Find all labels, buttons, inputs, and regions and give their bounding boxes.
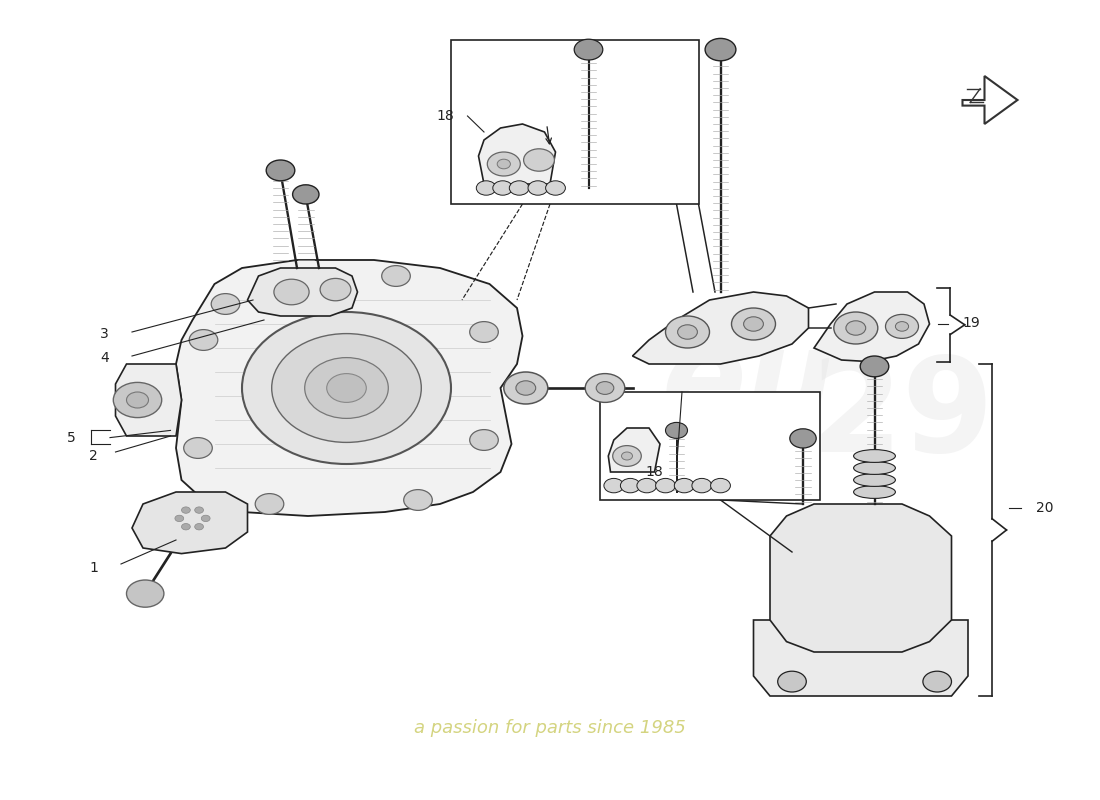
Circle shape [528, 181, 548, 195]
Circle shape [923, 671, 952, 692]
Circle shape [182, 507, 190, 514]
Text: 5: 5 [67, 430, 76, 445]
Circle shape [846, 321, 866, 335]
Circle shape [895, 322, 909, 331]
Text: 18: 18 [646, 465, 663, 479]
Circle shape [678, 325, 697, 339]
Circle shape [546, 181, 565, 195]
Circle shape [886, 314, 918, 338]
Ellipse shape [854, 474, 895, 486]
Text: 2: 2 [89, 449, 98, 463]
Circle shape [184, 438, 212, 458]
Circle shape [476, 181, 496, 195]
Polygon shape [608, 428, 660, 472]
Circle shape [674, 478, 694, 493]
Circle shape [195, 507, 204, 514]
Circle shape [293, 185, 319, 204]
Circle shape [242, 312, 451, 464]
Circle shape [487, 152, 520, 176]
Bar [451, 40, 698, 204]
Circle shape [621, 452, 632, 460]
Circle shape [711, 478, 730, 493]
Text: eu: eu [661, 323, 835, 445]
Circle shape [266, 160, 295, 181]
Circle shape [504, 372, 548, 404]
Circle shape [516, 381, 536, 395]
Ellipse shape [854, 462, 895, 474]
Circle shape [320, 278, 351, 301]
Circle shape [201, 515, 210, 522]
Circle shape [524, 149, 554, 171]
Circle shape [175, 515, 184, 522]
Text: 19: 19 [962, 316, 980, 330]
Circle shape [666, 316, 710, 348]
Polygon shape [478, 124, 556, 184]
Text: 29: 29 [810, 353, 994, 479]
Circle shape [604, 478, 624, 493]
Polygon shape [248, 268, 358, 316]
Circle shape [470, 322, 498, 342]
Circle shape [620, 478, 640, 493]
Circle shape [404, 490, 432, 510]
Text: 1: 1 [89, 561, 98, 575]
Circle shape [382, 266, 410, 286]
Circle shape [692, 478, 712, 493]
Circle shape [126, 580, 164, 607]
Circle shape [705, 38, 736, 61]
Text: 4: 4 [100, 351, 109, 366]
Polygon shape [814, 292, 930, 362]
Circle shape [255, 494, 284, 514]
Circle shape [274, 279, 309, 305]
Circle shape [596, 382, 614, 394]
Ellipse shape [854, 486, 895, 498]
Circle shape [732, 308, 775, 340]
Polygon shape [116, 364, 182, 436]
Circle shape [327, 374, 366, 402]
Ellipse shape [854, 450, 895, 462]
Polygon shape [770, 504, 952, 652]
Circle shape [834, 312, 878, 344]
Circle shape [509, 181, 529, 195]
Circle shape [126, 392, 148, 408]
Text: a passion for parts since 1985: a passion for parts since 1985 [414, 719, 686, 737]
Circle shape [666, 422, 688, 438]
Circle shape [113, 382, 162, 418]
Text: 20: 20 [1036, 501, 1054, 515]
Circle shape [574, 39, 603, 60]
Circle shape [211, 294, 240, 314]
Circle shape [493, 181, 513, 195]
Circle shape [613, 446, 641, 466]
Circle shape [497, 159, 510, 169]
Circle shape [195, 523, 204, 530]
Circle shape [189, 330, 218, 350]
Circle shape [637, 478, 657, 493]
Text: 18: 18 [437, 109, 454, 123]
Circle shape [860, 356, 889, 377]
Polygon shape [176, 260, 522, 516]
Circle shape [778, 671, 806, 692]
Polygon shape [754, 620, 968, 696]
Bar [600, 392, 820, 500]
Circle shape [744, 317, 763, 331]
Text: 3: 3 [100, 327, 109, 342]
Circle shape [790, 429, 816, 448]
Circle shape [182, 523, 190, 530]
Polygon shape [132, 492, 248, 554]
Circle shape [585, 374, 625, 402]
Circle shape [656, 478, 675, 493]
Circle shape [305, 358, 388, 418]
Circle shape [272, 334, 421, 442]
Circle shape [470, 430, 498, 450]
Polygon shape [632, 292, 808, 364]
